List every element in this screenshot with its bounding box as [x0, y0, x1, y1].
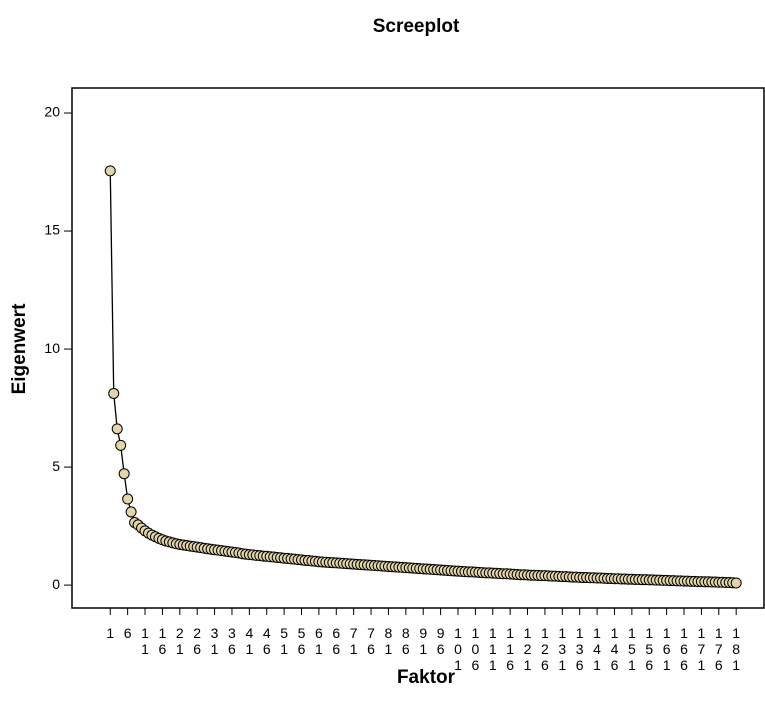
y-tick-label: 10 [44, 340, 60, 356]
y-tick-label: 0 [52, 576, 60, 592]
point [104, 165, 116, 177]
x-tick-label: 1 [106, 625, 114, 641]
series-line [109, 170, 737, 584]
point [125, 506, 137, 518]
y-tick-label: 5 [52, 458, 60, 474]
point [108, 387, 120, 399]
point [122, 493, 134, 505]
y-axis-label: Eigenwert [9, 303, 30, 394]
point [118, 468, 130, 480]
plot-frame [71, 87, 765, 609]
x-axis-label: Faktor [397, 667, 456, 688]
chart-title: Screeplot [373, 16, 460, 37]
point [111, 423, 123, 435]
x-tick-label: 6 [124, 625, 132, 641]
point [115, 439, 127, 451]
y-tick-label: 15 [44, 222, 60, 238]
point [730, 577, 742, 589]
y-tick-label: 20 [44, 104, 60, 120]
